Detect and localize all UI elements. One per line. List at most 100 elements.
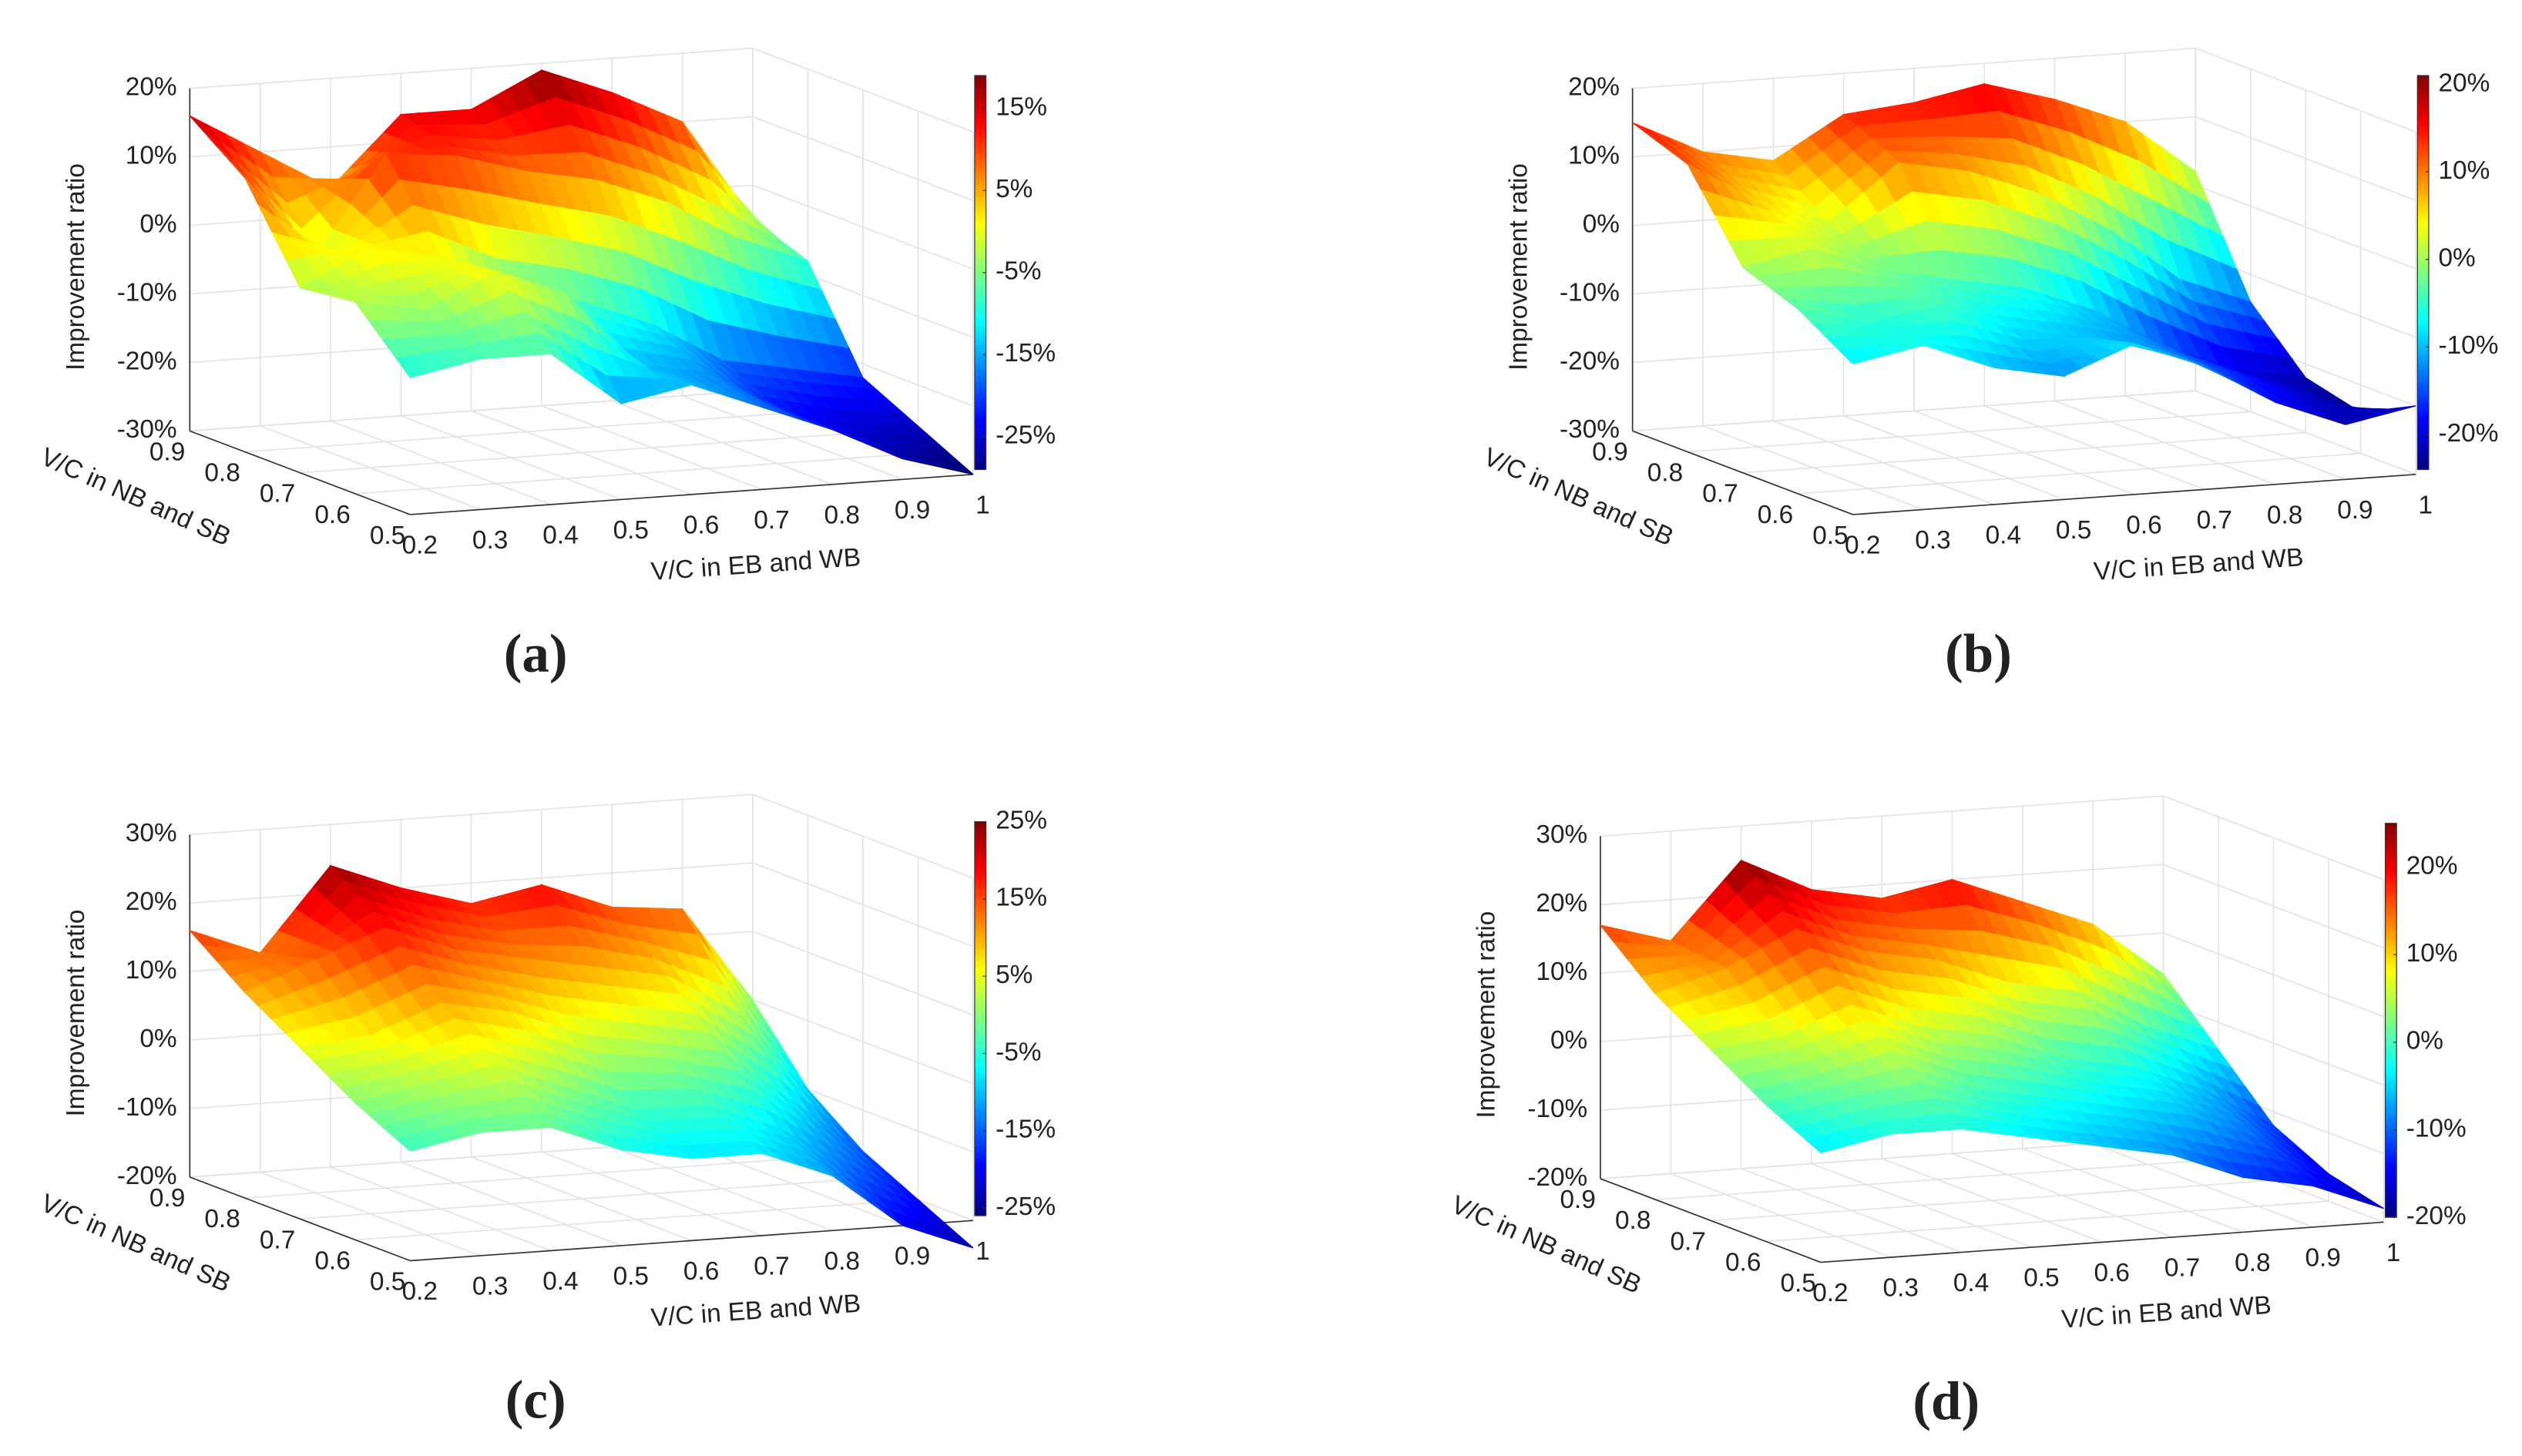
z-axis-label: Improvement ratio (62, 910, 90, 1117)
y-axis (190, 430, 411, 515)
x-tick-label: 0.5 (2056, 516, 2091, 545)
y-grid-line (300, 431, 863, 474)
x-tick-label: 0.8 (824, 501, 860, 529)
y-tick-label: 0.6 (1758, 501, 1793, 529)
y-grid-line (1742, 431, 2306, 474)
y-tick-label: 0.7 (260, 1226, 295, 1254)
x-tick-label: 0.6 (683, 1257, 719, 1286)
x-tick-label: 1 (2418, 491, 2433, 519)
y-tick-label: 0.7 (260, 480, 295, 508)
y-grid-line (244, 1157, 808, 1199)
colorbar-tick-label: 20% (2406, 851, 2458, 880)
chart-panel: -20%-10%0%10%20%30%0.2 0.3 0.4 0.5 0.6 0.7 0.8… (1447, 795, 2467, 1432)
x-axis-label: V/C in EB and WB (2060, 1291, 2272, 1334)
surface-patch (1632, 122, 1664, 142)
panel-label: (a) (504, 624, 568, 684)
y-tick-label: 0.8 (1615, 1206, 1651, 1235)
colorbar (2384, 823, 2397, 1218)
z-tick-label: 20% (1536, 889, 1587, 918)
z-tick-label: 0% (139, 1025, 176, 1053)
y-grid-line (1798, 452, 2361, 495)
z-tick-label: 0% (1550, 1026, 1587, 1055)
colorbar-tick-label: -5% (996, 257, 1041, 286)
x-tick-label: 0.2 (402, 1277, 438, 1306)
z-tick-label: -10% (117, 278, 177, 307)
z-tick-label: -30% (1560, 415, 1620, 444)
colorbar-tick-label: -25% (996, 1193, 1056, 1221)
y-tick-label: 0.8 (204, 1205, 240, 1233)
y-tick-label: 0.5 (1780, 1270, 1815, 1298)
x-tick-label: 0.7 (2197, 506, 2232, 535)
z-tick-label: -10% (117, 1093, 177, 1122)
colorbar-tick-label: 15% (996, 884, 1047, 912)
y-grid-line (300, 1178, 863, 1220)
x-axis-label: V/C in EB and WB (650, 543, 862, 586)
z-tick-label: -20% (117, 1162, 177, 1190)
x-tick-label: 0.2 (1845, 532, 1880, 560)
colorbar-tick-label: 15% (996, 93, 1047, 122)
chart-panel: -30%-20%-10%0%10%20%0.2 0.3 0.4 0.5 0.6 0.7 0.… (1479, 47, 2498, 684)
z-tick-label: -30% (117, 415, 177, 444)
x-tick-label: 0.8 (2235, 1249, 2270, 1277)
surface-patch (395, 355, 429, 378)
x-tick-label: 0.9 (895, 1242, 930, 1270)
x-axis (1852, 473, 2416, 515)
colorbar-tick-label: 10% (2406, 939, 2458, 968)
colorbar-tick-label: -20% (2406, 1202, 2467, 1230)
colorbar-tick-label: 5% (996, 961, 1033, 989)
colorbar-tick-label: -5% (996, 1038, 1041, 1066)
z-tick-label: -20% (117, 347, 177, 375)
y-axis (1600, 1178, 1822, 1263)
z-tick-label: 30% (1536, 820, 1587, 849)
y-grid-line (1655, 1159, 2219, 1201)
y-tick-label: 0.9 (1592, 438, 1627, 466)
chart-panel: -20%-10%0%10%20%30%0.2 0.3 0.4 0.5 0.6 0.7 0.8… (36, 793, 1056, 1431)
y-axis (190, 1176, 411, 1262)
colorbar (974, 821, 987, 1216)
y-axis (1632, 430, 1853, 515)
colorbar-tick-label: 5% (996, 175, 1033, 203)
x-tick-label: 0.3 (472, 1273, 508, 1301)
x-axis (410, 1219, 973, 1262)
y-tick-label: 0.5 (370, 1268, 405, 1297)
z-tick-label: 10% (1568, 142, 1620, 170)
x-tick-label: 0.4 (1986, 521, 2021, 549)
x-tick-label: 0.6 (2126, 511, 2161, 539)
z-tick-label: -20% (1527, 1163, 1587, 1192)
y-tick-label: 0.5 (1812, 522, 1848, 550)
x-tick-label: 1 (976, 491, 990, 519)
y-tick-label: 0.6 (1725, 1248, 1761, 1277)
panel-label: (d) (1912, 1372, 1980, 1432)
x-tick-label: 0.9 (2337, 496, 2373, 525)
z-axis-label: Improvement ratio (62, 163, 90, 371)
colorbar-tick-label: -20% (2438, 419, 2498, 448)
z-axis-label: Improvement ratio (1504, 163, 1533, 371)
y-grid-line (1687, 411, 2251, 453)
x-tick-label: 0.7 (2164, 1254, 2200, 1283)
colorbar-tick-label: -25% (996, 421, 1056, 450)
colorbar-tick-label: -15% (996, 339, 1056, 367)
x-tick-label: 0.4 (1953, 1269, 1989, 1297)
surface-patch (395, 1133, 429, 1152)
surface-patch (2352, 1193, 2384, 1209)
x-tick-label: 0.3 (1915, 526, 1950, 555)
y-tick-label: 0.9 (1560, 1186, 1596, 1214)
x-tick-label: 0.7 (754, 506, 789, 535)
z-grid-line (190, 793, 753, 836)
colorbar (2416, 75, 2430, 471)
x-tick-label: 1 (976, 1237, 990, 1266)
y-grid-line (354, 452, 918, 495)
panel-label: (b) (1945, 624, 2012, 684)
y-grid-line (1710, 1179, 2274, 1222)
z-tick-label: 10% (1536, 958, 1587, 986)
colorbar-tick-label: 0% (2406, 1027, 2443, 1055)
z-tick-label: 10% (126, 956, 177, 985)
x-tick-label: 0.3 (1883, 1274, 1919, 1303)
y-tick-label: 0.5 (370, 522, 405, 550)
x-tick-label: 0.2 (402, 532, 438, 560)
z-tick-label: 20% (1568, 73, 1620, 102)
x-tick-label: 0.9 (2305, 1243, 2340, 1272)
x-tick-label: 0.5 (613, 516, 649, 545)
x-tick-label: 0.7 (754, 1252, 789, 1280)
z-tick-label: -20% (1560, 347, 1620, 375)
